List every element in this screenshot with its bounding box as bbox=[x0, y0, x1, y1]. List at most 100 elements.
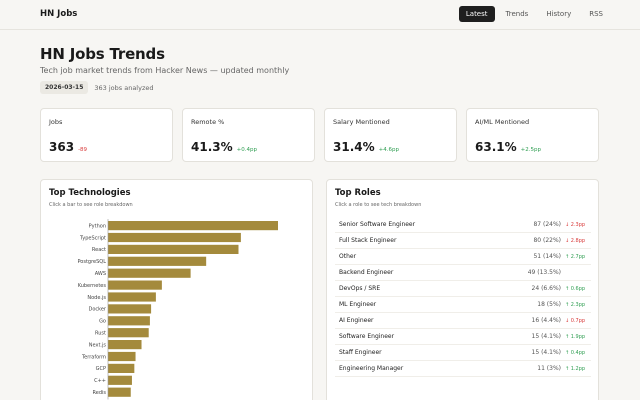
role-delta: ↑ 2.3pp bbox=[565, 301, 586, 308]
tech-bar[interactable] bbox=[108, 387, 131, 397]
role-row[interactable]: Other 51 (14%) ↑ 2.7pp bbox=[335, 249, 591, 265]
role-delta: ↓ 0.7pp bbox=[565, 317, 586, 324]
date-badge: 2026-03-15 bbox=[40, 81, 89, 94]
nav-history[interactable]: History bbox=[546, 10, 572, 18]
role-name: AI Engineer bbox=[339, 317, 374, 324]
tech-bar[interactable] bbox=[108, 363, 135, 373]
tech-tick-label: Node.js bbox=[87, 295, 106, 301]
stat-row: 31.4% +4.6pp bbox=[333, 140, 399, 154]
role-name: Full Stack Engineer bbox=[339, 237, 397, 244]
role-row[interactable]: Full Stack Engineer 80 (22%) ↓ 2.8pp bbox=[335, 233, 591, 249]
role-count: 11 (3%) bbox=[537, 365, 561, 372]
stat-card-aiml: AI/ML Mentioned 63.1% +2.5pp bbox=[466, 108, 599, 162]
role-row[interactable]: DevOps / SRE 24 (6.6%) ↑ 0.6pp bbox=[335, 281, 591, 297]
role-name: DevOps / SRE bbox=[339, 285, 381, 292]
role-name: Senior Software Engineer bbox=[339, 221, 416, 228]
role-row[interactable]: Engineering Manager 11 (3%) ↑ 1.2pp bbox=[335, 361, 591, 377]
panel-subtitle: Click a role to see tech breakdown bbox=[335, 202, 422, 208]
tech-tick-label: Terraform bbox=[81, 354, 106, 360]
role-row[interactable]: Software Engineer 15 (4.1%) ↑ 1.9pp bbox=[335, 329, 591, 345]
role-count: 24 (6.6%) bbox=[531, 285, 561, 292]
tech-bar[interactable] bbox=[108, 256, 207, 266]
stat-value: 31.4% bbox=[333, 140, 375, 154]
stat-label: Remote % bbox=[191, 118, 225, 126]
role-count: 15 (4.1%) bbox=[531, 333, 561, 340]
role-count: 80 (22%) bbox=[533, 237, 561, 244]
stat-row: 363 -89 bbox=[49, 140, 87, 154]
tech-tick-label: Next.js bbox=[89, 342, 107, 348]
top-navbar: HN Jobs Latest Trends History RSS bbox=[0, 0, 640, 30]
role-name: Engineering Manager bbox=[339, 365, 404, 372]
page-subtitle: Tech job market trends from Hacker News … bbox=[40, 66, 290, 75]
tech-tick-label: Python bbox=[89, 223, 106, 229]
stat-delta: -89 bbox=[78, 147, 88, 153]
tech-bar[interactable] bbox=[108, 340, 142, 350]
role-row[interactable]: Senior Software Engineer 87 (24%) ↓ 2.3pp bbox=[335, 217, 591, 233]
tech-tick-label: PostgreSQL bbox=[77, 259, 106, 265]
role-count: 51 (14%) bbox=[533, 253, 561, 260]
page-title: HN Jobs Trends bbox=[40, 45, 165, 63]
nav-menu: Latest Trends History RSS bbox=[458, 6, 610, 22]
tech-tick-label: Redis bbox=[93, 390, 107, 396]
role-delta: ↑ 1.9pp bbox=[565, 333, 586, 340]
roles-list: Senior Software Engineer 87 (24%) ↓ 2.3pp F… bbox=[335, 217, 591, 377]
role-count: 49 (13.5%) bbox=[527, 269, 561, 276]
tech-bar[interactable] bbox=[108, 351, 136, 362]
jobs-analyzed-count: 363 jobs analyzed bbox=[94, 83, 154, 92]
tech-bar[interactable] bbox=[108, 292, 156, 302]
app-logo[interactable]: HN Jobs bbox=[40, 9, 78, 19]
role-name: Software Engineer bbox=[339, 333, 395, 340]
stat-value: 63.1% bbox=[475, 140, 517, 154]
tech-bar[interactable] bbox=[108, 244, 239, 254]
tech-tick-label: Go bbox=[99, 319, 106, 325]
tech-bar[interactable] bbox=[108, 268, 191, 278]
nav-trends[interactable]: Trends bbox=[505, 10, 529, 18]
tech-tick-label: Docker bbox=[88, 307, 106, 313]
role-delta: ↓ 2.3pp bbox=[565, 221, 586, 228]
role-delta: ↓ 2.8pp bbox=[565, 237, 586, 244]
tech-bar[interactable] bbox=[108, 304, 152, 314]
role-row[interactable]: ML Engineer 18 (5%) ↑ 2.3pp bbox=[335, 297, 591, 313]
tech-bar[interactable] bbox=[108, 232, 241, 243]
stat-row: 63.1% +2.5pp bbox=[475, 140, 541, 154]
role-delta: ↑ 0.4pp bbox=[565, 349, 586, 356]
tech-tick-label: C++ bbox=[94, 378, 106, 384]
stat-value: 363 bbox=[49, 140, 75, 154]
role-delta: ↑ 0.6pp bbox=[565, 285, 586, 292]
role-count: 18 (5%) bbox=[537, 301, 561, 308]
stat-label: Salary Mentioned bbox=[333, 118, 390, 126]
role-name: Staff Engineer bbox=[339, 349, 382, 356]
roles-panel: Top Roles Click a role to see tech break… bbox=[326, 179, 599, 400]
tech-tick-label: TypeScript bbox=[79, 235, 106, 241]
role-row[interactable]: Staff Engineer 15 (4.1%) ↑ 0.4pp bbox=[335, 345, 591, 361]
role-row[interactable]: AI Engineer 16 (4.4%) ↓ 0.7pp bbox=[335, 313, 591, 329]
role-name: ML Engineer bbox=[339, 301, 377, 308]
stat-delta: +0.4pp bbox=[236, 147, 257, 153]
tech-bar[interactable] bbox=[108, 221, 278, 231]
tech-bar[interactable] bbox=[108, 328, 149, 338]
tech-tick-label: AWS bbox=[95, 271, 106, 277]
tech-tick-label: Rust bbox=[95, 331, 106, 337]
tech-panel: Top Technologies Click a bar to see role… bbox=[40, 179, 313, 400]
role-name: Other bbox=[339, 253, 357, 260]
nav-latest[interactable]: Latest bbox=[458, 6, 495, 22]
stat-label: AI/ML Mentioned bbox=[475, 118, 530, 126]
stat-card-remote: Remote % 41.3% +0.4pp bbox=[182, 108, 315, 162]
role-delta: ↑ 2.7pp bbox=[565, 253, 586, 260]
stat-card-salary: Salary Mentioned 31.4% +4.6pp bbox=[324, 108, 457, 162]
tech-tick-label: Kubernetes bbox=[78, 283, 107, 289]
role-count: 87 (24%) bbox=[533, 221, 561, 228]
role-delta: ↑ 1.2pp bbox=[565, 365, 586, 372]
tech-bar[interactable] bbox=[108, 280, 162, 290]
stat-label: Jobs bbox=[49, 118, 63, 126]
tech-bar[interactable] bbox=[108, 316, 150, 326]
stat-card-jobs: Jobs 363 -89 bbox=[40, 108, 173, 162]
panel-subtitle: Click a bar to see role breakdown bbox=[49, 202, 133, 208]
role-row[interactable]: Backend Engineer 49 (13.5%) bbox=[335, 265, 591, 281]
role-count: 16 (4.4%) bbox=[531, 317, 561, 324]
role-name: Backend Engineer bbox=[339, 269, 394, 276]
tech-bar[interactable] bbox=[108, 375, 132, 385]
stat-delta: +4.6pp bbox=[378, 147, 399, 153]
nav-rss[interactable]: RSS bbox=[589, 10, 603, 18]
tech-tick-label: React bbox=[92, 247, 106, 253]
